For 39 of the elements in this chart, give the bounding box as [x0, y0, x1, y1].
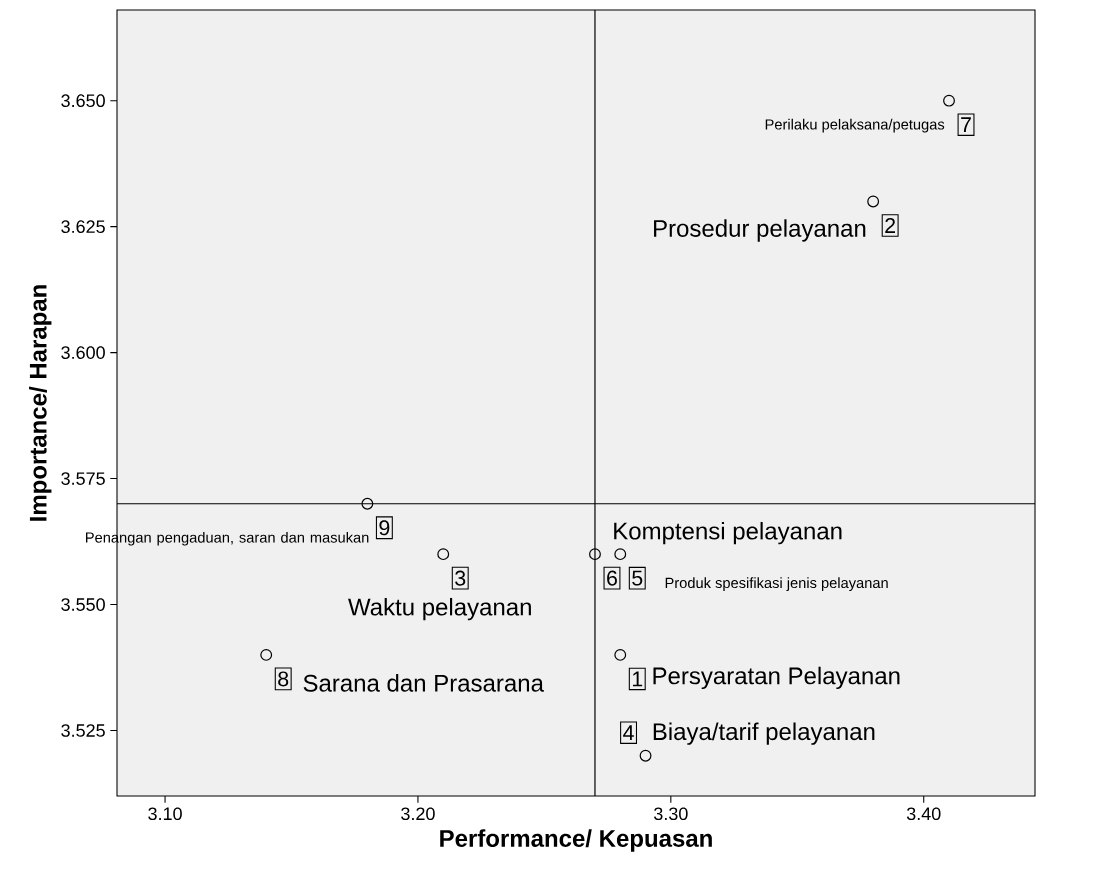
- x-tick-label: 3.20: [401, 807, 435, 821]
- x-tick-label: 3.10: [148, 807, 182, 821]
- text: 4: [623, 725, 634, 741]
- point: [639, 749, 652, 762]
- point: [867, 195, 880, 208]
- text: 2: [885, 218, 896, 233]
- y-tick-label: 3.575: [61, 472, 105, 485]
- annotation: Perilaku pelaksana/petugas: [765, 118, 945, 133]
- y-tick-label: 3.550: [61, 598, 105, 611]
- text: 6: [607, 570, 617, 586]
- y-tick-label: 3.650: [61, 94, 105, 108]
- y-tick-label: 3.600: [61, 346, 105, 359]
- annotation: Biaya/tarif pelayanan: [653, 722, 875, 745]
- y-tick-label: 3.525: [61, 724, 105, 737]
- point: [943, 94, 955, 107]
- annotation: Penangan pengaduan, saran dan masukan: [86, 531, 369, 546]
- x-tick-label: 3.40: [906, 807, 941, 821]
- annotation: Produk spesifikasi jenis pelayanan: [665, 577, 888, 591]
- y-tick-label: 3.625: [61, 220, 105, 234]
- y-axis-title: Importance/ Harapan: [29, 285, 52, 521]
- point: [614, 548, 627, 561]
- point: [614, 648, 627, 661]
- text: 5: [632, 570, 643, 586]
- annotation: Komptensi pelayanan: [614, 521, 842, 545]
- annotation: Persyaratan Pelayanan: [653, 666, 900, 690]
- text: 8: [278, 671, 289, 687]
- annotation: Sarana dan Prasarana: [303, 674, 544, 692]
- text: 9: [379, 520, 390, 536]
- text: 7: [961, 117, 971, 133]
- annotation: Waktu pelayanan: [348, 597, 531, 621]
- point: [437, 548, 450, 561]
- text: 1: [632, 671, 643, 687]
- point: [361, 497, 374, 510]
- x-tick-label: 3.30: [654, 807, 688, 821]
- point: [589, 548, 601, 561]
- x-axis-title: Performance/ Kepuasan: [440, 829, 712, 852]
- point: [260, 648, 273, 661]
- annotation: Prosedur pelayanan: [654, 219, 866, 242]
- text: 3: [455, 570, 466, 586]
